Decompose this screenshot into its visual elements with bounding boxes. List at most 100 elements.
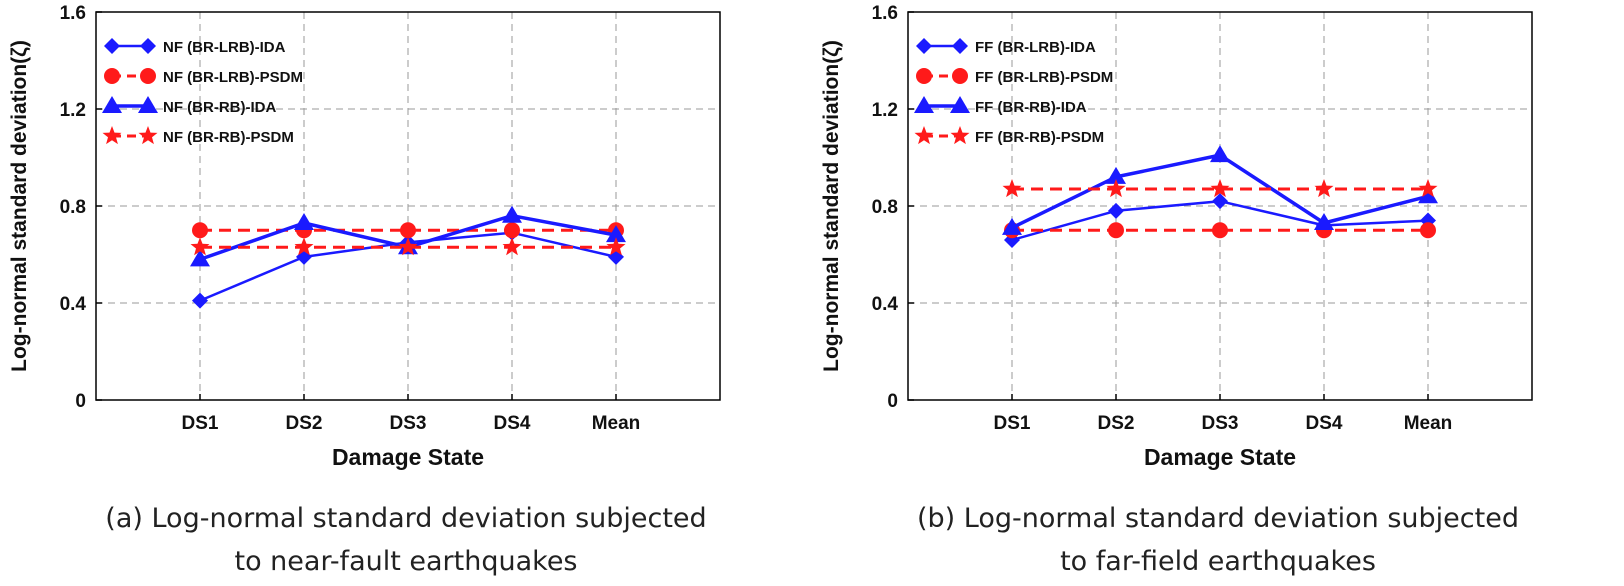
data-point	[1106, 179, 1126, 198]
y-axis-label: Log-normal standard deviation(ζ)	[8, 40, 31, 372]
figure-caption: (a) Log-normal standard deviation subjec…	[0, 497, 812, 583]
legend-label: NF (BR-RB)-IDA	[163, 99, 276, 116]
data-point	[190, 237, 210, 256]
legend-marker	[916, 68, 932, 84]
data-point	[1314, 212, 1334, 230]
legend-item: NF (BR-RB)-IDA	[102, 96, 276, 116]
y-tick-label: 1.2	[872, 100, 898, 121]
x-tick-label: DS2	[1098, 413, 1135, 434]
figure-caption: (b) Log-normal standard deviation subjec…	[812, 497, 1624, 583]
plot-frame	[907, 11, 1533, 401]
y-tick-label: 0.8	[60, 197, 86, 218]
data-point	[606, 237, 626, 256]
y-tick-label: 1.6	[60, 3, 86, 24]
series-ff-br-rb-ida	[1002, 145, 1438, 235]
caption-line-1: (b) Log-normal standard deviation subjec…	[917, 503, 1519, 534]
legend-item: NF (BR-LRB)-PSDM	[104, 68, 303, 86]
legend-marker	[952, 68, 968, 84]
data-point	[1418, 186, 1438, 204]
caption-line-2: to near-fault earthquakes	[234, 546, 578, 577]
data-point	[1108, 222, 1124, 239]
data-point	[1210, 179, 1230, 198]
legend-item: FF (BR-LRB)-PSDM	[916, 68, 1113, 86]
data-point	[190, 249, 210, 267]
chart-panel-far-field: 0 0.4 0.8 1.2 1.6 DS1 DS2 DS3 DS4 Mean Damage Stat…	[812, 0, 1624, 586]
x-tick-label: DS3	[1202, 413, 1239, 434]
data-point	[398, 237, 418, 256]
y-tick-label: 0.4	[872, 294, 899, 315]
caption-line-2: to far-field earthquakes	[1060, 546, 1376, 577]
data-point	[606, 225, 626, 243]
legend-marker	[140, 68, 156, 84]
legend-marker	[950, 126, 970, 145]
data-point	[294, 212, 314, 230]
y-tick-label: 0.8	[872, 197, 898, 218]
legend-marker	[138, 126, 158, 145]
legend-marker	[914, 126, 934, 145]
legend-marker	[916, 38, 932, 54]
legend: NF (BR-LRB)-IDA NF (BR-LRB)-PSDM NF (BR-RB…	[102, 38, 303, 146]
series-nf-br-lrb-psdm	[192, 222, 624, 239]
data-point	[1420, 222, 1436, 239]
x-tick-label: DS4	[1306, 413, 1343, 434]
legend-label: FF (BR-LRB)-IDA	[975, 39, 1096, 56]
data-point	[1314, 179, 1334, 198]
chart-near-fault: 0 0.4 0.8 1.2 1.6 DS1 DS2 DS3 DS4 Mean Damage Stat…	[8, 3, 721, 470]
x-tick-label: DS3	[390, 413, 427, 434]
legend-marker	[138, 96, 158, 113]
legend-label: NF (BR-LRB)-PSDM	[163, 69, 303, 86]
data-point	[1418, 179, 1438, 198]
plot-frame	[95, 11, 721, 401]
y-tick-label: 1.6	[872, 3, 898, 24]
data-point	[294, 237, 314, 256]
series-ff-br-rb-psdm	[1002, 179, 1438, 198]
legend-item: NF (BR-RB)-PSDM	[102, 126, 294, 146]
x-tick-label: DS1	[182, 413, 219, 434]
caption-line-1: (a) Log-normal standard deviation subjec…	[105, 503, 707, 534]
data-point	[1106, 166, 1126, 184]
legend-marker	[950, 96, 970, 113]
data-point	[1210, 145, 1230, 163]
chart-panel-near-fault: 0 0.4 0.8 1.2 1.6 DS1 DS2 DS3 DS4 Mean Damage Stat…	[0, 3, 812, 583]
legend-label: FF (BR-RB)-IDA	[975, 99, 1087, 116]
legend-marker	[102, 96, 122, 113]
y-tick-label: 0	[887, 391, 898, 412]
data-point	[1002, 179, 1022, 198]
data-point	[1002, 217, 1022, 235]
x-axis-label: Damage State	[332, 444, 484, 470]
legend-item: NF (BR-LRB)-IDA	[104, 38, 286, 56]
legend-label: FF (BR-RB)-PSDM	[975, 129, 1104, 146]
data-point	[1212, 222, 1228, 239]
legend-item: FF (BR-RB)-PSDM	[914, 126, 1104, 146]
y-tick-label: 1.2	[60, 100, 86, 121]
data-point	[502, 205, 522, 223]
x-axis-label: Damage State	[1144, 444, 1296, 470]
legend-label: NF (BR-RB)-PSDM	[163, 129, 294, 146]
legend-marker	[914, 96, 934, 113]
legend-marker	[140, 38, 156, 54]
series-nf-br-rb-psdm	[190, 237, 626, 256]
data-point	[192, 222, 208, 239]
data-point	[192, 292, 208, 309]
y-tick-label: 0.4	[60, 294, 87, 315]
y-tick-label: 0	[75, 391, 86, 412]
chart-far-field: 0 0.4 0.8 1.2 1.6 DS1 DS2 DS3 DS4 Mean Damage Stat…	[820, 3, 1533, 470]
x-tick-label: DS4	[494, 413, 531, 434]
legend-marker	[102, 126, 122, 145]
legend: FF (BR-LRB)-IDA FF (BR-LRB)-PSDM FF (BR-RB…	[914, 38, 1113, 146]
legend-item: FF (BR-RB)-IDA	[914, 96, 1087, 116]
x-tick-label: DS2	[286, 413, 323, 434]
legend-marker	[104, 68, 120, 84]
y-axis-label: Log-normal standard deviation(ζ)	[820, 40, 843, 372]
data-point	[504, 222, 520, 239]
x-tick-label: Mean	[1404, 413, 1453, 434]
data-point	[400, 222, 416, 239]
data-point	[1108, 202, 1124, 219]
data-point	[1212, 193, 1228, 210]
legend-marker	[952, 38, 968, 54]
data-point	[502, 237, 522, 256]
legend-marker	[104, 38, 120, 54]
x-tick-label: Mean	[592, 413, 641, 434]
legend-item: FF (BR-LRB)-IDA	[916, 38, 1096, 56]
legend-label: NF (BR-LRB)-IDA	[163, 39, 286, 56]
